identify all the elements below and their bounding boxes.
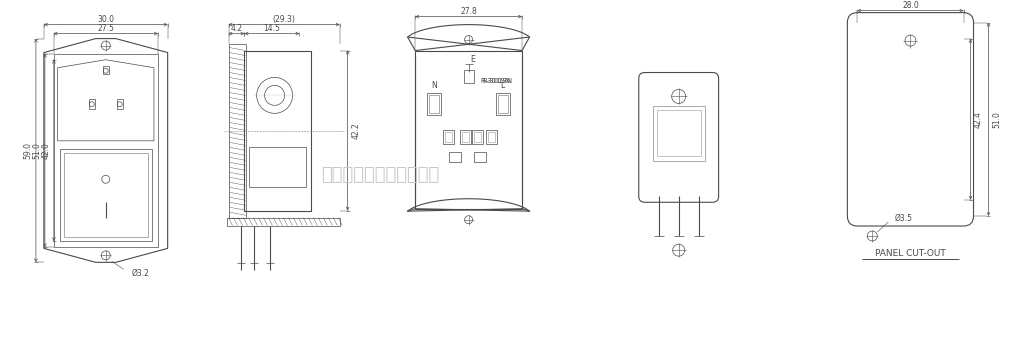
Bar — [445, 132, 452, 142]
Text: L: L — [501, 81, 505, 90]
Bar — [53, 54, 158, 247]
Bar — [464, 69, 473, 84]
Text: E: E — [470, 55, 475, 64]
Bar — [63, 153, 148, 237]
Text: 42.2: 42.2 — [352, 122, 360, 139]
Text: 42.4: 42.4 — [974, 111, 983, 128]
Text: 51.0: 51.0 — [992, 111, 1001, 128]
Bar — [487, 132, 495, 142]
Bar — [657, 110, 701, 156]
Text: 28.0: 28.0 — [902, 1, 919, 10]
Bar — [496, 94, 510, 116]
Text: PANEL CUT-OUT: PANEL CUT-OUT — [875, 250, 945, 258]
Bar — [89, 99, 95, 109]
Text: R-301SN: R-301SN — [482, 79, 513, 85]
Bar — [244, 51, 312, 210]
Text: N: N — [431, 81, 437, 90]
Text: Ø3.2: Ø3.2 — [132, 269, 149, 278]
Bar — [249, 147, 307, 187]
Bar — [103, 66, 108, 74]
Bar — [427, 94, 442, 116]
Bar — [473, 152, 485, 162]
Text: 27.8: 27.8 — [460, 7, 477, 16]
Text: (29.3): (29.3) — [273, 15, 295, 24]
Bar — [415, 51, 522, 209]
Text: 59.0: 59.0 — [24, 142, 33, 159]
Bar — [229, 44, 246, 218]
Text: R-301SN: R-301SN — [480, 79, 511, 85]
Bar — [227, 218, 339, 225]
Bar — [460, 131, 470, 144]
Bar — [653, 106, 704, 162]
Text: 42.0: 42.0 — [41, 142, 50, 159]
Text: 4.2: 4.2 — [231, 24, 242, 33]
Bar — [498, 96, 508, 114]
Text: Ø3.5: Ø3.5 — [894, 214, 913, 223]
Bar — [462, 132, 469, 142]
Bar — [485, 131, 497, 144]
Bar — [117, 99, 123, 109]
Bar — [449, 152, 461, 162]
Bar — [443, 131, 454, 144]
Bar — [59, 149, 152, 241]
Text: 30.0: 30.0 — [97, 15, 114, 24]
Text: 51.0: 51.0 — [33, 142, 42, 159]
Text: 上海市景晟电子有限公司: 上海市景晟电子有限公司 — [321, 166, 439, 184]
Bar — [473, 132, 480, 142]
Bar — [429, 96, 439, 114]
Text: 14.5: 14.5 — [264, 24, 280, 33]
Bar — [471, 131, 482, 144]
Text: 27.5: 27.5 — [97, 24, 114, 33]
